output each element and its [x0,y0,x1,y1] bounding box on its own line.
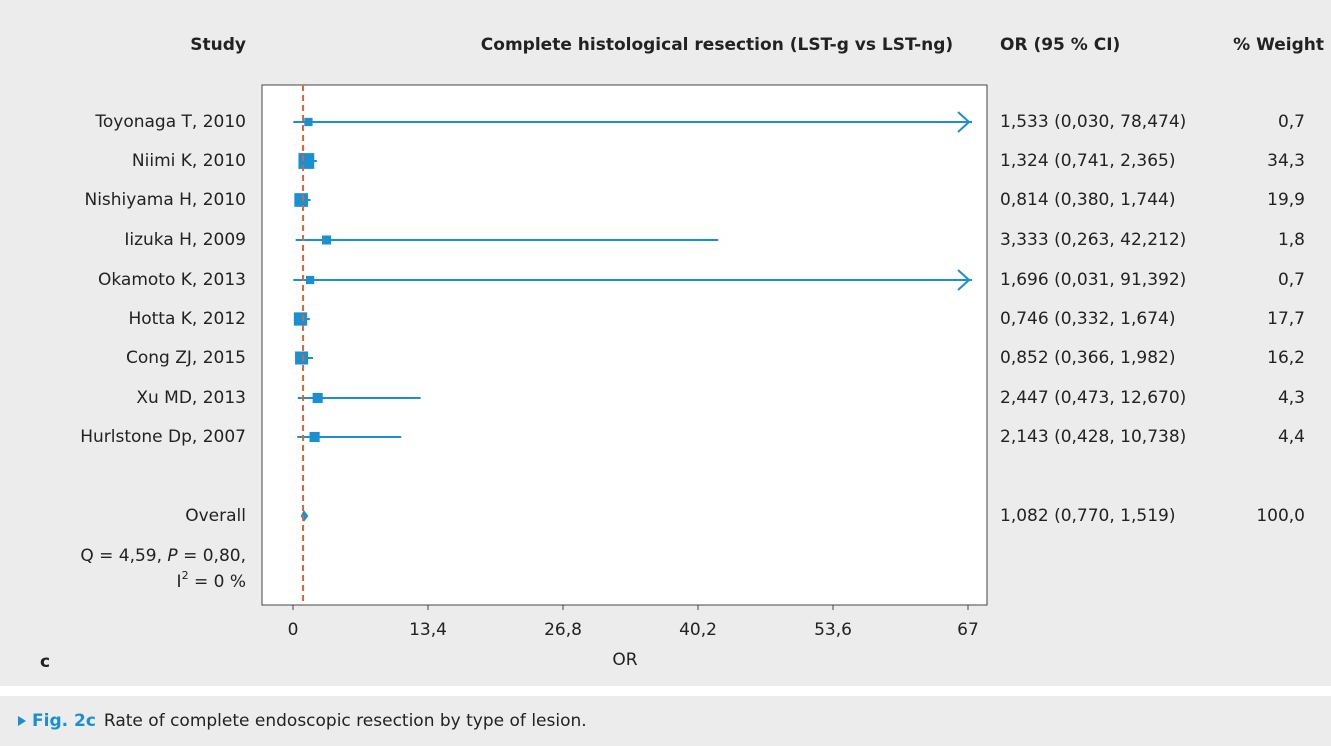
overall-label: Overall [185,506,246,526]
study-label: Xu MD, 2013 [136,388,246,408]
weight-label: 16,2 [1267,348,1305,368]
point-estimate [312,392,323,404]
ci-header: OR (95 % CI) [1000,35,1120,55]
plot-marks [293,117,972,522]
heterogeneity-line-2: I2 = 0 % [177,569,246,592]
weight-label: 1,8 [1278,230,1305,250]
x-tick-label: 13,4 [409,620,447,640]
x-tick-label: 53,6 [814,620,852,640]
x-tick-label: 0 [288,620,299,640]
weight-label: 19,9 [1267,190,1305,210]
point-estimate [304,117,313,127]
weight-label: 4,3 [1278,388,1305,408]
ci-arrow [957,111,971,133]
weight-label: 17,7 [1267,309,1305,329]
point-estimate [309,431,320,443]
ci-label: 2,143 (0,428, 10,738) [1000,427,1186,447]
study-label: Nishiyama H, 2010 [84,190,246,210]
x-tick-label: 26,8 [544,620,582,640]
overall-weight-label: 100,0 [1256,506,1305,526]
weight-label: 4,4 [1278,427,1305,447]
caption: Fig. 2c Rate of complete endoscopic resec… [32,711,587,731]
ci-label: 3,333 (0,263, 42,212) [1000,230,1186,250]
ci-label: 0,814 (0,380, 1,744) [1000,190,1175,210]
point-estimate [322,235,332,245]
study-label: Niimi K, 2010 [132,151,246,171]
point-estimate [305,275,315,285]
weight-label: 34,3 [1267,151,1305,171]
heterogeneity-line-1: Q = 4,59, P = 0,80, [80,546,246,566]
caption-background [0,696,1331,746]
chart-title: Complete histological resection (LST-g v… [481,35,953,55]
plot-area [261,84,988,606]
ci-label: 0,746 (0,332, 1,674) [1000,309,1175,329]
point-estimate [293,312,308,326]
study-label: Hotta K, 2012 [128,309,246,329]
ci-label: 1,324 (0,741, 2,365) [1000,151,1175,171]
x-tick-label: 40,2 [679,620,717,640]
study-header: Study [190,35,246,55]
weight-header: % Weight [1233,35,1324,55]
point-estimate [294,193,309,207]
point-estimate [295,351,309,365]
x-axis-label: OR [612,650,637,670]
weight-label: 0,7 [1278,112,1305,132]
study-label: Iizuka H, 2009 [124,230,246,250]
study-label: Hurlstone Dp, 2007 [80,427,246,447]
weight-label: 0,7 [1278,270,1305,290]
ci-label: 0,852 (0,366, 1,982) [1000,348,1175,368]
panel-label: c [40,652,50,672]
point-estimate [298,153,315,169]
overall-ci-label: 1,082 (0,770, 1,519) [1000,506,1175,526]
ci-label: 1,696 (0,031, 91,392) [1000,270,1186,290]
study-label: Cong ZJ, 2015 [126,348,246,368]
caption-arrow [18,716,26,726]
ci-arrow [957,269,971,291]
x-tick-label: 67 [957,620,979,640]
ci-label: 2,447 (0,473, 12,670) [1000,388,1186,408]
study-label: Okamoto K, 2013 [98,270,246,290]
study-label: Toyonaga T, 2010 [94,112,246,132]
ci-label: 1,533 (0,030, 78,474) [1000,112,1186,132]
